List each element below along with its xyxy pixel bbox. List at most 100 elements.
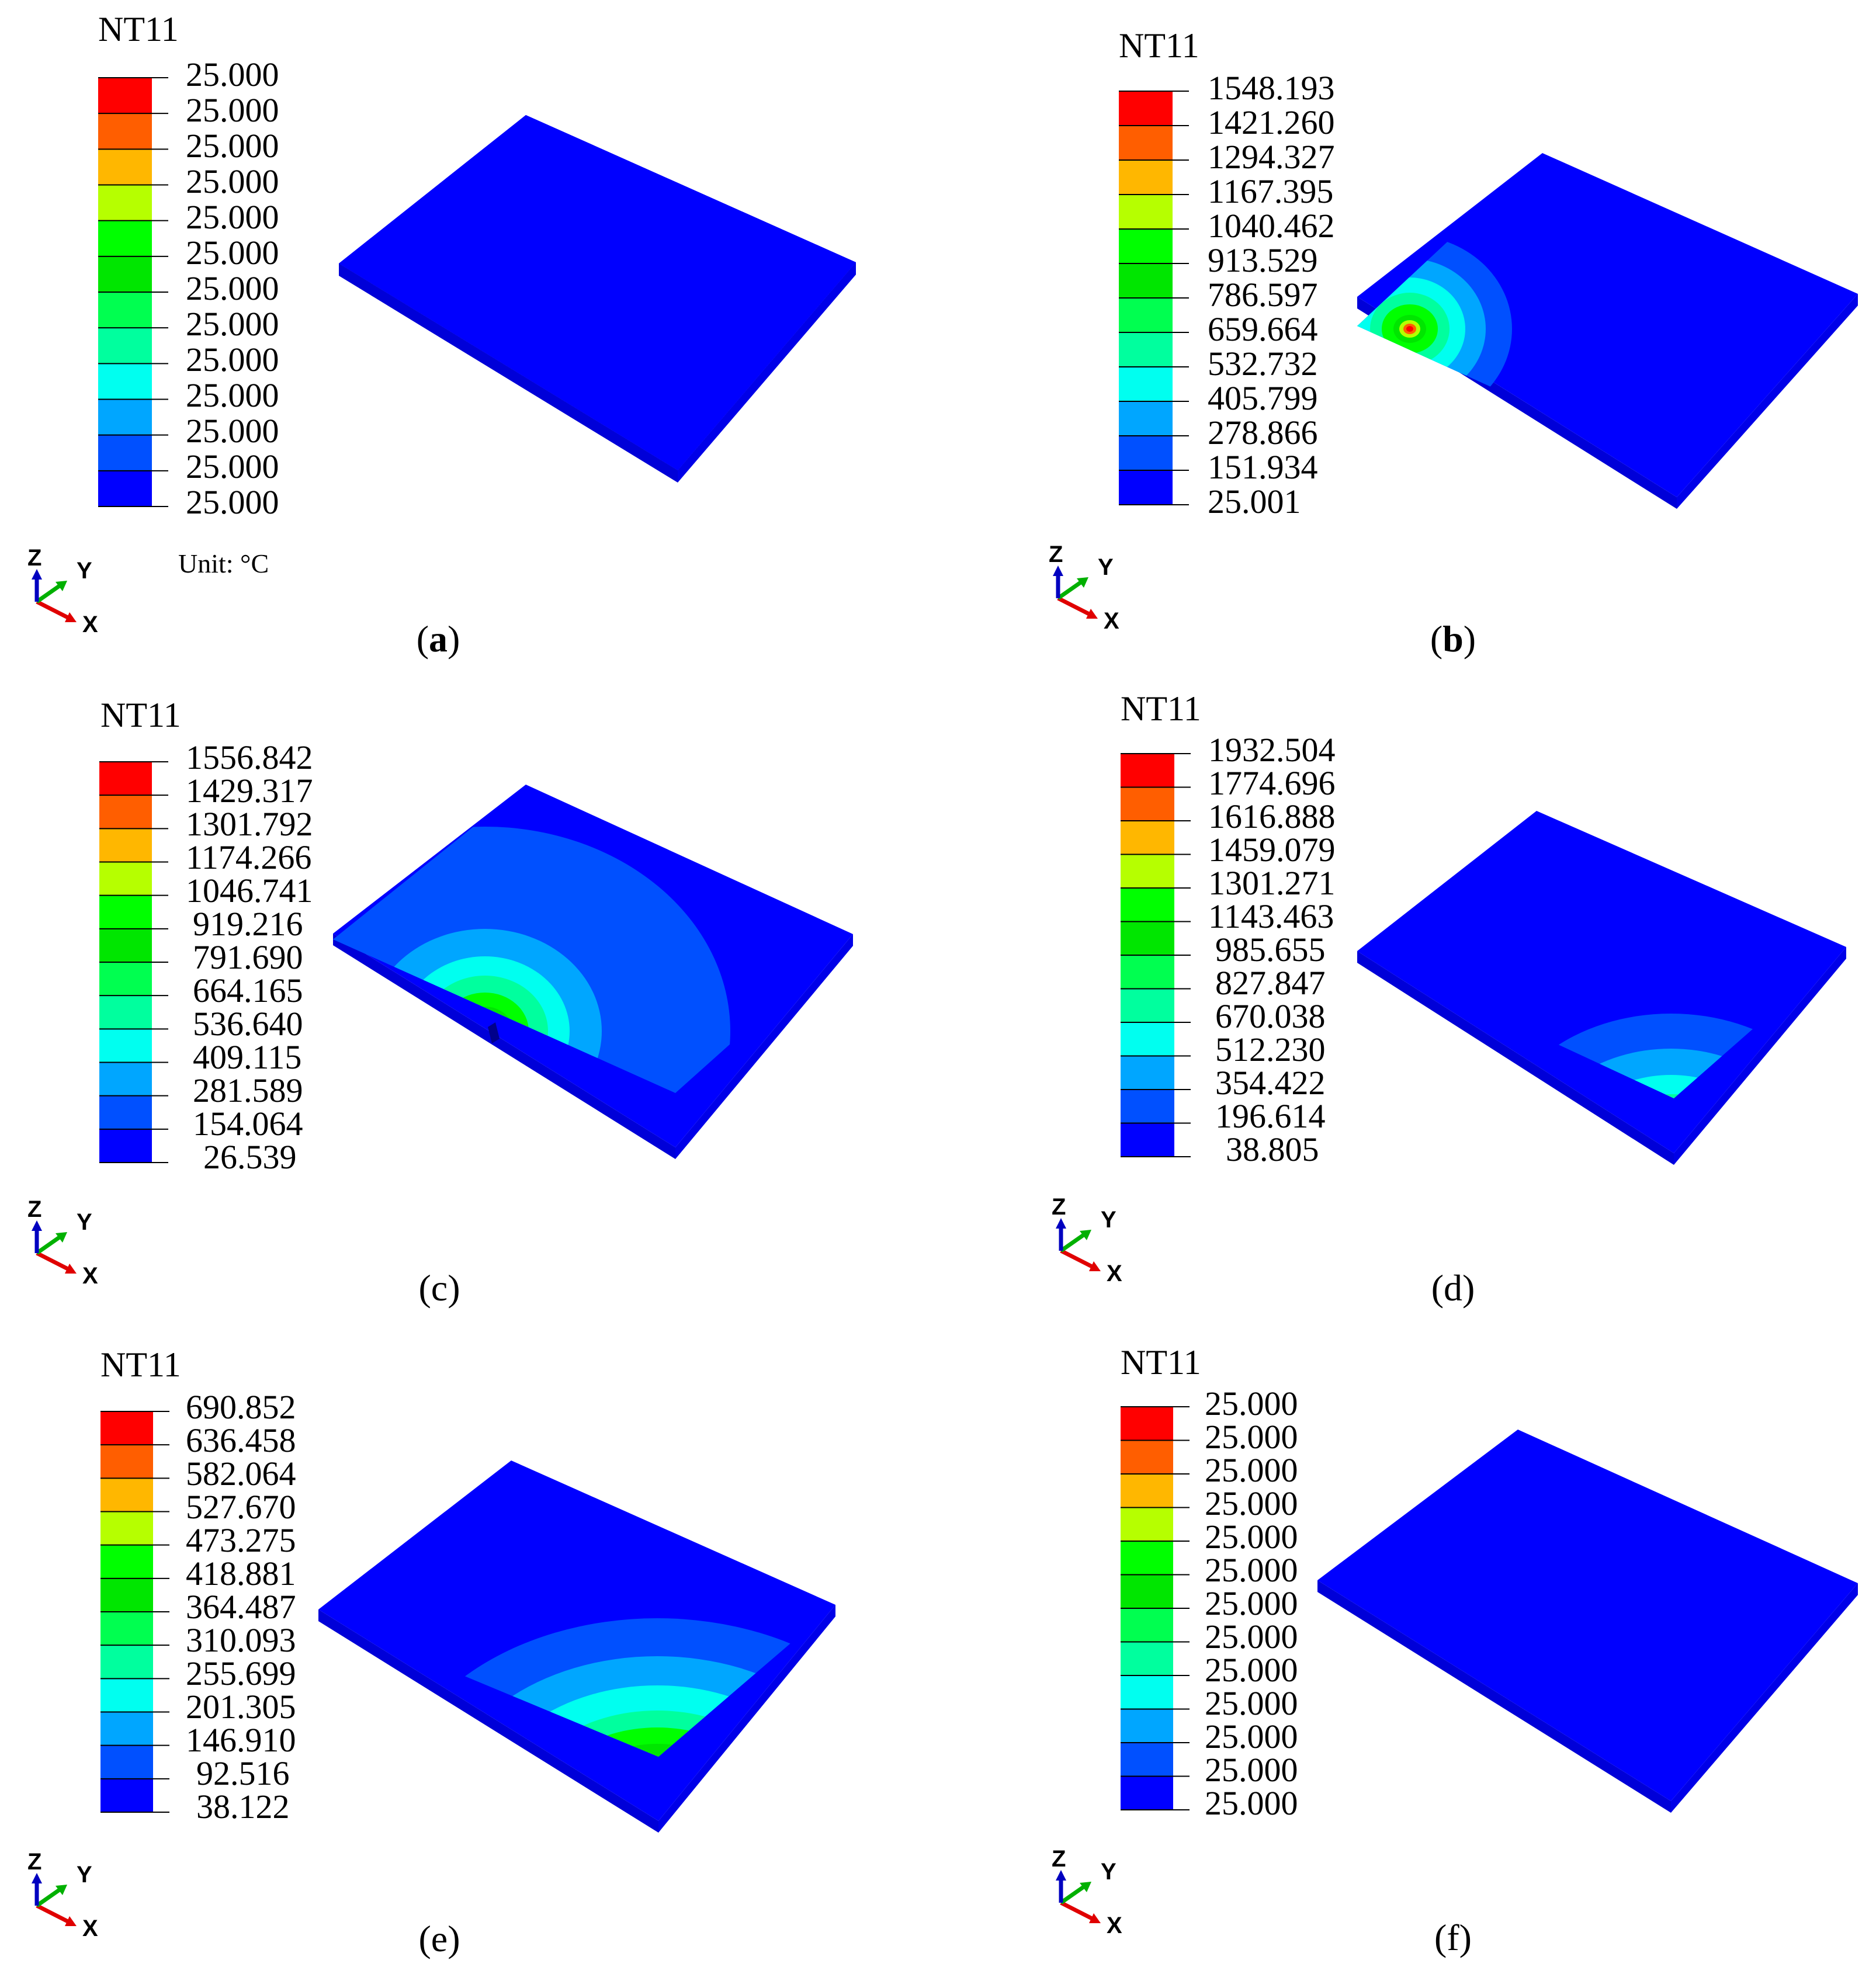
tick-label: 25.000 xyxy=(1205,1751,1298,1789)
plate-side-face xyxy=(678,262,856,483)
colorbar-band xyxy=(100,1745,153,1779)
colorbar-band xyxy=(1119,436,1173,471)
x-axis-label: X xyxy=(82,612,98,637)
panel-b: NT11 1548.193 1421.260 1294.327 1167.395… xyxy=(1049,26,1858,660)
tick-label: 1301.271 xyxy=(1208,864,1336,902)
tick-label: 25.000 xyxy=(1205,1451,1298,1489)
axis-triad: Z Y X xyxy=(1049,542,1119,634)
tick-label: 1167.395 xyxy=(1208,172,1333,210)
tick-label: 25.000 xyxy=(1205,1684,1298,1722)
tick-label: 25.000 xyxy=(1205,1551,1298,1589)
panel-a: NT11 25.000 25.000 25.000 25.000 25.000 … xyxy=(27,10,856,660)
legend-title: NT11 xyxy=(98,10,179,48)
colorbar-band xyxy=(1121,1675,1173,1709)
colorbar-band xyxy=(99,962,152,996)
tick-label: 919.216 xyxy=(193,905,303,943)
tick-label: 664.165 xyxy=(193,972,303,1009)
tick-label: 25.000 xyxy=(1205,1418,1298,1456)
y-axis-arrow xyxy=(35,1235,62,1255)
plate-side-face xyxy=(1671,1583,1858,1813)
y-axis-arrowhead xyxy=(1080,1230,1091,1240)
plate-top-face xyxy=(1357,811,1846,1153)
legend-title: NT11 xyxy=(100,696,181,734)
colorbar-band xyxy=(98,256,152,293)
colorbar-band xyxy=(1119,367,1173,402)
tick-label: 25.000 xyxy=(186,412,279,450)
tick-label: 827.847 xyxy=(1215,964,1326,1002)
z-axis-label: Z xyxy=(1052,1846,1066,1872)
colorbar-band xyxy=(99,762,152,796)
colorbar-band xyxy=(1121,1440,1173,1475)
y-axis-arrow xyxy=(35,584,62,603)
legend-colorbar xyxy=(1121,1406,1190,1810)
tick-label: 636.458 xyxy=(186,1421,296,1459)
tick-label: 92.516 xyxy=(196,1754,290,1792)
tick-label: 913.529 xyxy=(1208,241,1318,279)
plate-side-face xyxy=(675,934,853,1159)
x-axis-arrow xyxy=(36,1251,70,1272)
y-axis-arrow xyxy=(1059,1885,1086,1904)
colorbar-band xyxy=(98,399,152,436)
colorbar-band xyxy=(99,995,152,1029)
z-axis-arrowhead xyxy=(32,1873,42,1883)
colorbar-band xyxy=(1121,1022,1174,1056)
tick-label: 536.640 xyxy=(193,1005,303,1043)
panel-label: (a) xyxy=(417,618,460,660)
tick-label: 281.589 xyxy=(193,1071,303,1109)
z-axis-label: Z xyxy=(1052,1194,1066,1220)
tick-label: 38.122 xyxy=(196,1788,290,1826)
colorbar-band xyxy=(1121,1608,1173,1642)
tick-label: 985.655 xyxy=(1215,931,1326,969)
tick-label: 26.539 xyxy=(203,1138,297,1176)
tick-label: 151.934 xyxy=(1208,448,1318,486)
axis-triad: Z Y X xyxy=(1052,1846,1122,1938)
tick-label: 473.275 xyxy=(186,1521,296,1559)
tick-label: 25.000 xyxy=(186,127,279,165)
tick-label: 364.487 xyxy=(186,1588,296,1626)
legend-ticks: 25.000 25.000 25.000 25.000 25.000 25.00… xyxy=(186,55,279,521)
plate xyxy=(1357,811,1846,1165)
colorbar-band xyxy=(99,928,152,963)
colorbar-band xyxy=(1121,921,1174,956)
colorbar-band xyxy=(98,113,152,150)
colorbar-band xyxy=(1121,1574,1173,1609)
colorbar-band xyxy=(1121,1743,1173,1777)
tick-label: 1459.079 xyxy=(1208,831,1336,869)
colorbar-band xyxy=(100,1578,153,1612)
z-axis-arrowhead xyxy=(32,1220,42,1231)
tick-label: 146.910 xyxy=(186,1721,296,1759)
x-axis-label: X xyxy=(1104,608,1119,634)
colorbar-band xyxy=(1119,91,1173,126)
colorbar-band xyxy=(98,328,152,364)
tick-label: 405.799 xyxy=(1208,379,1318,417)
colorbar-band xyxy=(98,185,152,221)
colorbar-band xyxy=(100,1445,153,1479)
legend-colorbar xyxy=(1119,91,1189,505)
panel-f: NT11 25.000 25.000 25.000 25.000 25.000 … xyxy=(1052,1343,1858,1958)
legend-ticks: 1932.504 1774.696 1616.888 1459.079 1301… xyxy=(1208,731,1336,1168)
x-axis-arrow xyxy=(1060,1900,1094,1921)
tick-label: 255.699 xyxy=(186,1654,296,1692)
x-axis-arrow xyxy=(1060,1248,1094,1269)
colorbar-band xyxy=(1121,1541,1173,1575)
tick-label: 1774.696 xyxy=(1208,764,1336,802)
tick-label: 25.000 xyxy=(186,305,279,343)
y-axis-arrow xyxy=(1059,1233,1086,1253)
z-axis-arrowhead xyxy=(1056,1870,1066,1881)
plate-front-face xyxy=(318,1609,658,1833)
colorbar-band xyxy=(1119,160,1173,195)
tick-label: 25.000 xyxy=(1205,1784,1298,1822)
colorbar-band xyxy=(1121,821,1174,855)
tick-label: 1556.842 xyxy=(186,738,313,776)
y-axis-label: Y xyxy=(1098,554,1114,580)
tick-label: 1421.260 xyxy=(1208,103,1335,141)
colorbar-band xyxy=(100,1645,153,1679)
tick-label: 25.000 xyxy=(186,234,279,272)
colorbar-band xyxy=(99,862,152,896)
colorbar-band xyxy=(1121,1776,1173,1810)
tick-label: 25.000 xyxy=(186,341,279,379)
colorbar-band xyxy=(1121,1056,1174,1090)
colorbar-band xyxy=(99,1029,152,1063)
tick-label: 196.614 xyxy=(1215,1097,1326,1135)
plate-top-surface xyxy=(339,115,856,470)
